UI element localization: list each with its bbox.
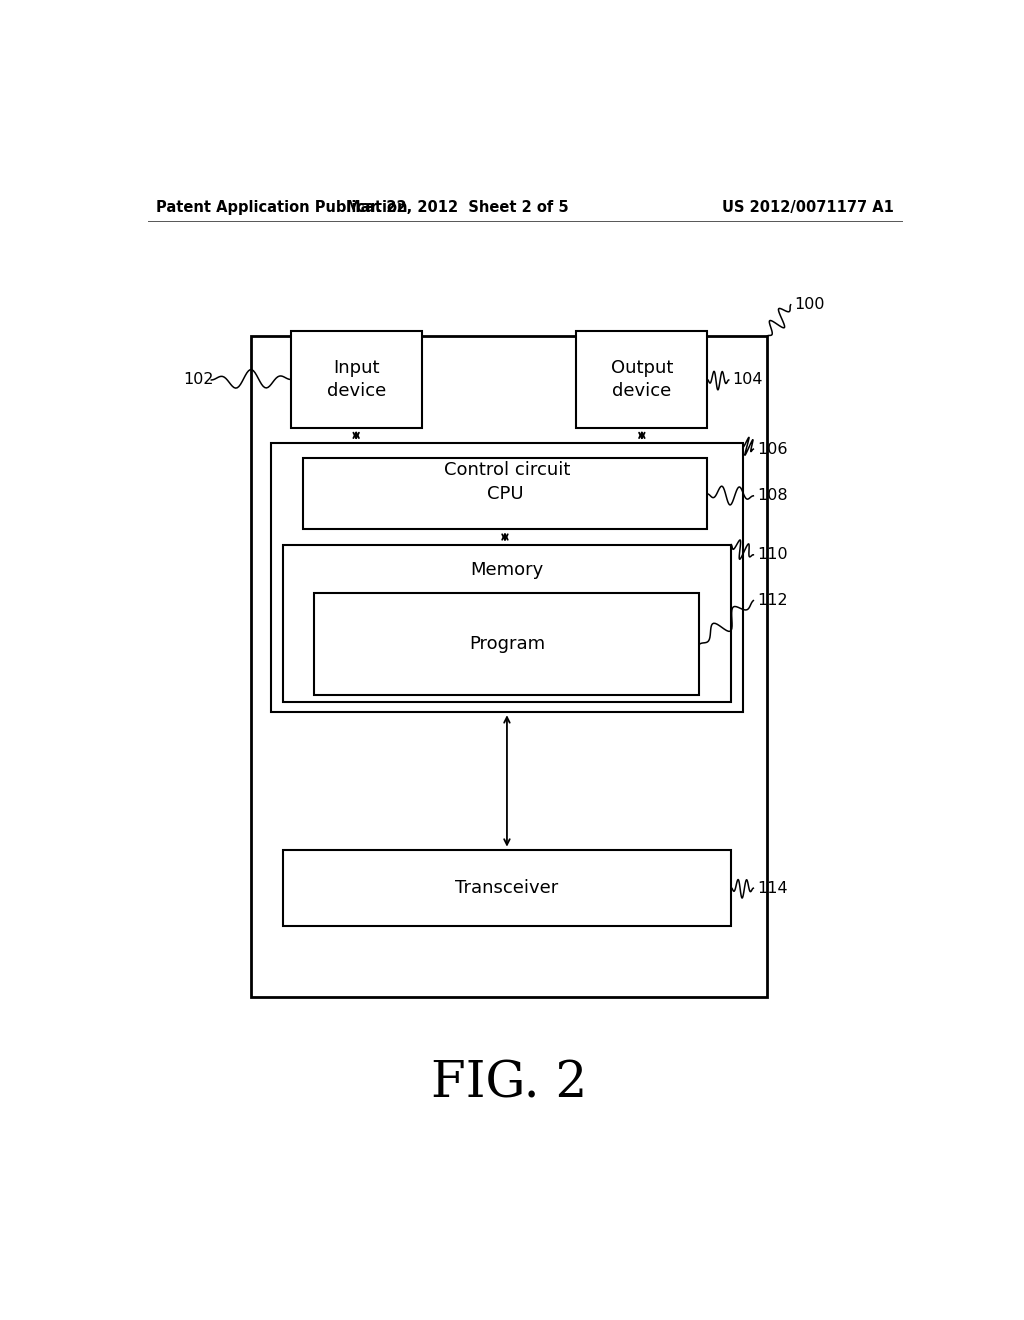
Text: Transceiver: Transceiver <box>456 879 558 896</box>
Text: Mar. 22, 2012  Sheet 2 of 5: Mar. 22, 2012 Sheet 2 of 5 <box>346 199 568 215</box>
Bar <box>291 331 422 428</box>
Text: 100: 100 <box>795 297 825 313</box>
Text: Control circuit: Control circuit <box>443 461 570 479</box>
Bar <box>283 850 731 925</box>
Text: 108: 108 <box>758 488 787 503</box>
Bar <box>314 594 699 696</box>
Text: 104: 104 <box>733 372 763 388</box>
Text: Memory: Memory <box>470 561 544 579</box>
Text: US 2012/0071177 A1: US 2012/0071177 A1 <box>722 199 894 215</box>
Bar <box>283 545 731 702</box>
Text: Output
device: Output device <box>610 359 673 400</box>
Bar <box>577 331 708 428</box>
Text: CPU: CPU <box>486 484 523 503</box>
Text: FIG. 2: FIG. 2 <box>431 1059 587 1107</box>
Text: 106: 106 <box>758 442 787 457</box>
Bar <box>270 444 743 713</box>
Bar <box>251 337 767 997</box>
Text: Patent Application Publication: Patent Application Publication <box>156 199 408 215</box>
Text: 102: 102 <box>183 372 214 388</box>
Text: Input
device: Input device <box>327 359 386 400</box>
Text: 110: 110 <box>758 548 787 562</box>
Text: 112: 112 <box>758 593 787 609</box>
Bar <box>303 458 708 529</box>
Text: 114: 114 <box>758 880 787 896</box>
Text: Program: Program <box>469 635 545 653</box>
